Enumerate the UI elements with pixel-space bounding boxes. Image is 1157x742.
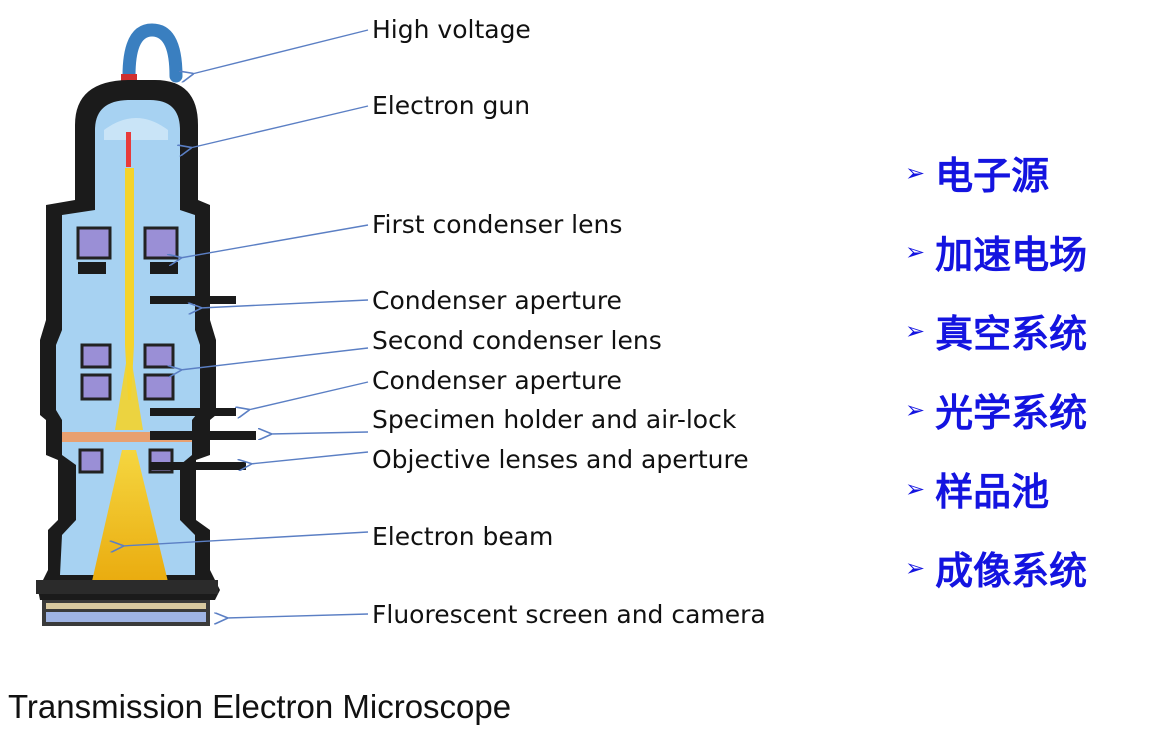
label-fluorescent-screen: Fluorescent screen and camera: [372, 600, 766, 629]
label-second-condenser-lens: Second condenser lens: [372, 326, 662, 355]
component-label: 光学系统: [935, 391, 1088, 435]
arrow-specimen-holder: [270, 432, 369, 434]
label-condenser-aperture-1: Condenser aperture: [372, 286, 622, 315]
second-condenser-coil-left: [80, 343, 112, 369]
objective-coil-left: [78, 448, 104, 474]
arrow-condenser-aperture-1: [200, 299, 369, 308]
component-label: 加速电场: [935, 233, 1088, 277]
first-condenser-coil-right: [143, 226, 179, 260]
arrow-fluorescent-screen: [226, 614, 369, 618]
objective-aperture-rod: [150, 462, 246, 470]
component-label: 样品池: [935, 470, 1050, 514]
arrow-high-voltage: [192, 29, 369, 74]
condenser-aperture-rod-2: [150, 408, 236, 416]
component-item-imaging-system: ➢ 成像系统: [905, 528, 1087, 607]
beam-lower: [90, 450, 170, 590]
label-first-condenser-lens: First condenser lens: [372, 210, 623, 239]
arrow-bullet-icon: ➢: [905, 553, 926, 582]
arrow-bullet-icon: ➢: [905, 474, 926, 503]
component-item-vacuum-system: ➢ 真空系统: [905, 291, 1087, 370]
condenser-aperture-rod-1: [150, 296, 236, 304]
label-electron-gun: Electron gun: [372, 91, 531, 120]
component-list: ➢ 电子源 ➢ 加速电场 ➢ 真空系统 ➢ 光学系统 ➢ 样品池 ➢ 成像系统: [905, 133, 1087, 607]
beam-middle: [115, 345, 143, 430]
component-label: 成像系统: [935, 549, 1088, 593]
first-condenser-coil-left: [76, 226, 112, 260]
arrow-bullet-icon: ➢: [905, 237, 926, 266]
component-label: 真空系统: [935, 312, 1088, 356]
second-condenser-coil-right: [143, 343, 175, 369]
component-item-electron-source: ➢ 电子源: [905, 133, 1087, 212]
arrow-bullet-icon: ➢: [905, 395, 926, 424]
component-label: 电子源: [935, 154, 1050, 198]
component-item-sample-cell: ➢ 样品池: [905, 449, 1087, 528]
label-objective-lenses: Objective lenses and aperture: [372, 445, 749, 474]
label-electron-beam: Electron beam: [372, 522, 554, 551]
label-specimen-holder: Specimen holder and air-lock: [372, 405, 737, 434]
component-item-optical-system: ➢ 光学系统: [905, 370, 1087, 449]
diagram-title: Transmission Electron Microscope: [8, 688, 512, 725]
gun-cap: [104, 118, 168, 140]
label-arrows: [122, 29, 369, 618]
arrow-second-condenser-lens: [180, 347, 369, 370]
cable-connector: [121, 74, 137, 82]
specimen-holder-rod: [150, 431, 256, 440]
component-item-accelerating-field: ➢ 加速电场: [905, 212, 1087, 291]
arrow-electron-beam: [122, 531, 369, 546]
label-condenser-aperture-2: Condenser aperture: [372, 366, 622, 395]
arrow-electron-gun: [190, 105, 369, 148]
label-high-voltage: High voltage: [372, 15, 531, 44]
arrow-condenser-aperture-2: [248, 381, 369, 410]
specimen-holder-band: [62, 432, 192, 442]
high-voltage-cable: [122, 23, 183, 83]
filament: [126, 132, 131, 167]
arrow-bullet-icon: ➢: [905, 316, 926, 345]
viewing-chamber-ring: [36, 580, 218, 594]
arrow-objective-lenses: [250, 451, 369, 464]
arrow-first-condenser-lens: [180, 224, 369, 258]
arrow-bullet-icon: ➢: [905, 158, 926, 187]
beam-upper: [125, 168, 134, 400]
